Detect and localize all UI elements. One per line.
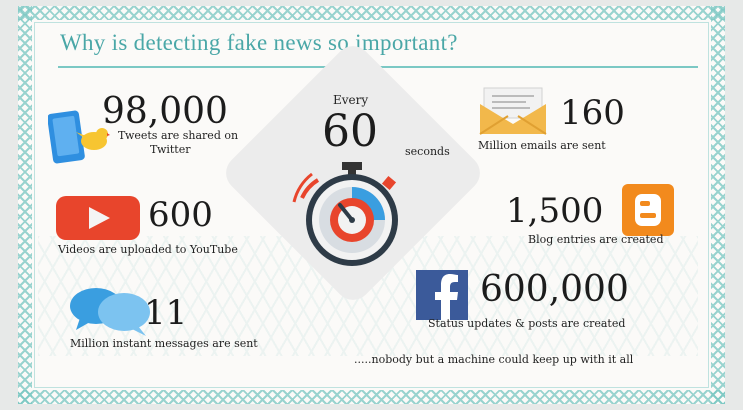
email-icon (479, 87, 547, 135)
status-number: 600,000 (480, 269, 629, 310)
seconds-label: seconds (405, 145, 450, 158)
inner-border (34, 22, 709, 388)
border-left (18, 6, 32, 404)
blogger-icon (622, 184, 674, 236)
border-top (18, 6, 725, 20)
infographic-frame: Why is detecting fake news so important?… (18, 6, 725, 404)
tweets-label-line1: Tweets are shared on (118, 129, 239, 142)
messages-number: 11 (144, 293, 188, 333)
sixty-number: 60 (322, 106, 378, 157)
page-title: Why is detecting fake news so important? (60, 30, 458, 55)
tweets-number: 98,000 (102, 91, 228, 132)
emails-label: Million emails are sent (478, 139, 606, 152)
stopwatch-icon (292, 162, 398, 266)
videos-number: 600 (148, 195, 213, 235)
blogs-label: Blog entries are created (528, 233, 664, 246)
status-label: Status updates & posts are created (428, 317, 626, 330)
emails-number: 160 (560, 93, 625, 133)
twitter-phone-icon (48, 110, 110, 164)
border-bottom (18, 390, 725, 404)
videos-label: Videos are uploaded to YouTube (58, 243, 238, 256)
border-right (711, 6, 725, 404)
blogs-number: 1,500 (506, 191, 604, 231)
youtube-icon (56, 196, 140, 240)
every-label: Every (333, 93, 369, 107)
chat-bubbles-icon (70, 288, 150, 336)
messages-label: Million instant messages are sent (70, 337, 258, 350)
footer-note: .....nobody but a machine could keep up … (354, 353, 634, 366)
tweets-label-line2: Twitter (150, 143, 191, 156)
facebook-icon (416, 270, 468, 320)
